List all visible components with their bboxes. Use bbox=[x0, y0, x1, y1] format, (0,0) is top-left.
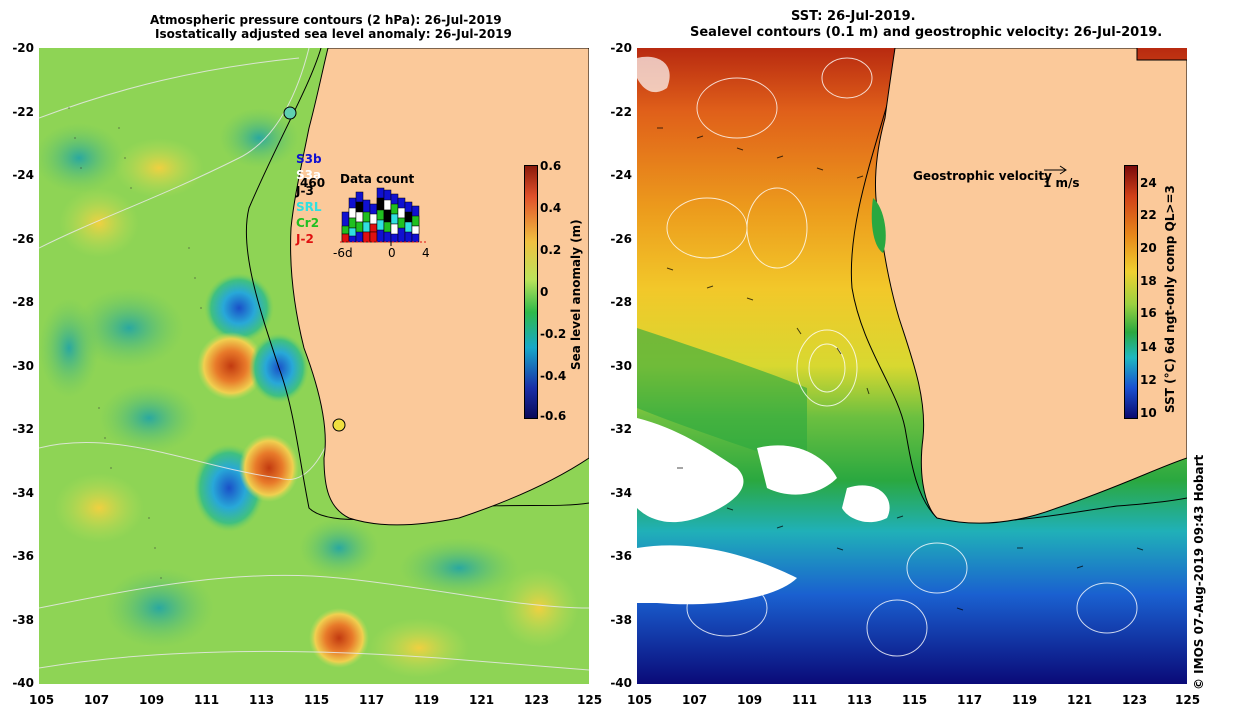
sla-tick: 0.4 bbox=[540, 201, 562, 215]
sla-map-svg bbox=[39, 48, 589, 684]
satellite-srl-label: SRL bbox=[296, 200, 322, 214]
sea-level-anomaly-map bbox=[39, 48, 589, 684]
sla-tick: -0.4 bbox=[540, 369, 567, 383]
x-tick: 123 bbox=[524, 693, 550, 707]
satellite-cr2-label: Cr2 bbox=[296, 216, 320, 230]
x-tick: 105 bbox=[29, 693, 55, 707]
sst-map-svg bbox=[637, 48, 1187, 684]
velocity-scale-label: 1 m/s bbox=[1043, 176, 1080, 190]
sst-tick: 18 bbox=[1140, 274, 1157, 288]
y-tick: -32 bbox=[12, 422, 34, 436]
x-tick: 119 bbox=[1012, 693, 1038, 707]
y-tick: -26 bbox=[12, 232, 34, 246]
x-tick: 111 bbox=[194, 693, 220, 707]
y-tick: -20 bbox=[12, 41, 34, 55]
sst-tick: 12 bbox=[1140, 373, 1157, 387]
left-title-line2: Isostatically adjusted sea level anomaly… bbox=[155, 27, 512, 41]
left-title-line1: Atmospheric pressure contours (2 hPa): 2… bbox=[150, 13, 502, 27]
sla-tick: -0.6 bbox=[540, 409, 567, 423]
tide-gauge-marker bbox=[283, 106, 297, 120]
x-tick: 125 bbox=[1175, 693, 1201, 707]
x-tick: 121 bbox=[1067, 693, 1093, 707]
tide-gauge-marker bbox=[332, 418, 346, 432]
x-tick: 125 bbox=[577, 693, 603, 707]
y-tick: -40 bbox=[610, 676, 632, 690]
y-tick: -38 bbox=[610, 613, 632, 627]
velocity-scale-arrow-icon bbox=[1044, 165, 1067, 175]
right-title-line2: Sealevel contours (0.1 m) and geostrophi… bbox=[690, 25, 1163, 40]
y-tick: -36 bbox=[12, 549, 34, 563]
satellite-s3b-label: S3b bbox=[296, 152, 322, 166]
sla-tick: 0.6 bbox=[540, 159, 562, 173]
satellite-j3-label: J-3 bbox=[296, 184, 314, 198]
sst-tick: 22 bbox=[1140, 208, 1157, 222]
y-tick: -24 bbox=[610, 168, 632, 182]
y-tick: -24 bbox=[12, 168, 34, 182]
sla-tick: 0 bbox=[540, 285, 549, 299]
x-tick: 117 bbox=[359, 693, 385, 707]
y-tick: -30 bbox=[12, 359, 34, 373]
x-tick: 117 bbox=[957, 693, 983, 707]
right-title-line1: SST: 26-Jul-2019. bbox=[791, 9, 916, 24]
x-tick: 107 bbox=[682, 693, 708, 707]
x-tick: 109 bbox=[737, 693, 763, 707]
satellite-legend: S3b S3a J-3 SRL Cr2 J-2 bbox=[296, 151, 322, 247]
geostrophic-velocity-label: Geostrophic velocity bbox=[913, 169, 1052, 183]
sst-colorbar bbox=[1124, 165, 1138, 419]
y-tick: -26 bbox=[610, 232, 632, 246]
x-tick: 121 bbox=[469, 693, 495, 707]
sst-tick: 10 bbox=[1140, 406, 1157, 420]
x-tick: 113 bbox=[249, 693, 275, 707]
x-tick: 123 bbox=[1122, 693, 1148, 707]
y-tick: -28 bbox=[12, 295, 34, 309]
y-tick: -30 bbox=[610, 359, 632, 373]
data-count-title: Data count bbox=[340, 172, 415, 186]
y-tick: -22 bbox=[610, 105, 632, 119]
x-tick: 109 bbox=[139, 693, 165, 707]
x-tick: 115 bbox=[304, 693, 330, 707]
x-tick: 113 bbox=[847, 693, 873, 707]
sst-colorbar-label: SST (°C) 6d ngt-only comp QL>=3 bbox=[1163, 185, 1177, 413]
y-tick: -38 bbox=[12, 613, 34, 627]
satellite-j2-label: J-2 bbox=[296, 232, 314, 246]
y-tick: -36 bbox=[610, 549, 632, 563]
satellite-s3a-label: S3a bbox=[296, 168, 322, 182]
y-tick: -34 bbox=[12, 486, 34, 500]
sla-tick: 0.2 bbox=[540, 243, 562, 257]
x-tick: 111 bbox=[792, 693, 818, 707]
data-count-value: 460 bbox=[300, 176, 326, 190]
sst-tick: 16 bbox=[1140, 306, 1157, 320]
y-tick: -32 bbox=[610, 422, 632, 436]
y-tick: -34 bbox=[610, 486, 632, 500]
data-count-histogram bbox=[340, 187, 428, 246]
x-tick: 115 bbox=[902, 693, 928, 707]
y-tick: -40 bbox=[12, 676, 34, 690]
sla-colorbar bbox=[524, 165, 538, 419]
y-tick: -20 bbox=[610, 41, 632, 55]
y-tick: -28 bbox=[610, 295, 632, 309]
sla-tick: -0.2 bbox=[540, 327, 567, 341]
y-tick: -22 bbox=[12, 105, 34, 119]
x-tick: 105 bbox=[627, 693, 653, 707]
sst-map bbox=[637, 48, 1187, 684]
x-tick: 107 bbox=[84, 693, 110, 707]
sst-tick: 24 bbox=[1140, 176, 1157, 190]
data-count-xlabel-zero: 0 bbox=[388, 246, 396, 260]
sst-tick: 20 bbox=[1140, 241, 1157, 255]
sst-tick: 14 bbox=[1140, 340, 1157, 354]
credit-text: © IMOS 07-Aug-2019 09:43 Hobart bbox=[1192, 454, 1206, 690]
data-count-xlabel-end: 4 bbox=[422, 246, 430, 260]
data-count-xlabel-start: -6d bbox=[333, 246, 353, 260]
x-tick: 119 bbox=[414, 693, 440, 707]
sla-colorbar-label: Sea level anomaly (m) bbox=[569, 219, 583, 370]
